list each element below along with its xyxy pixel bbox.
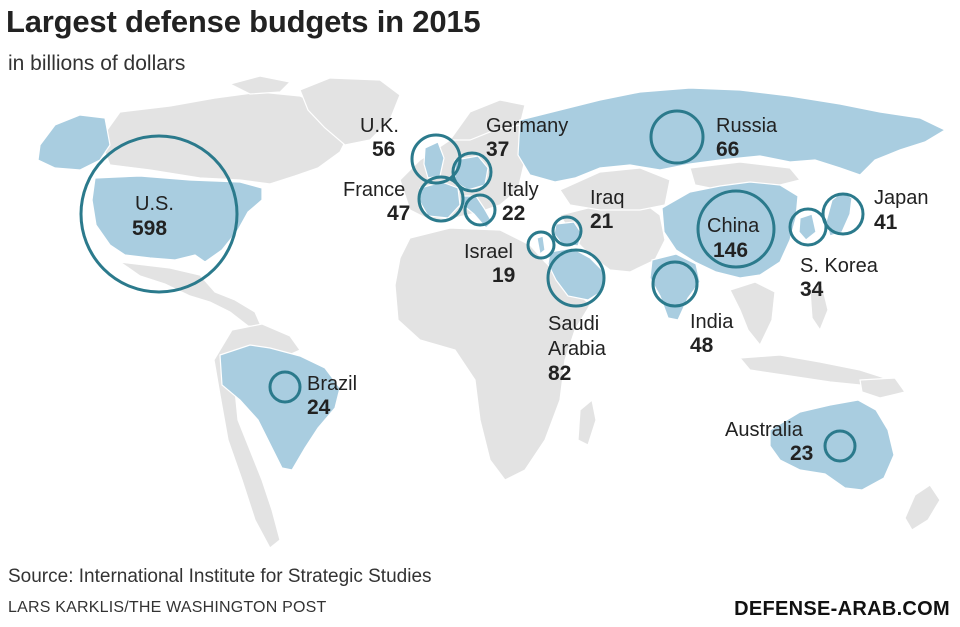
country-france bbox=[419, 181, 461, 219]
label-china-name: China bbox=[707, 215, 760, 237]
label-iraq-name: Iraq bbox=[590, 187, 624, 209]
budget-circles bbox=[79, 109, 865, 463]
label-iraq-value: 21 bbox=[590, 210, 614, 233]
label-germany-value: 37 bbox=[486, 138, 509, 161]
land-mexico bbox=[119, 261, 263, 329]
country-skorea bbox=[798, 213, 817, 241]
country-labels: U.S. 598 U.K. 56 Germany 37 Russia 66 Fr… bbox=[132, 115, 929, 465]
circle-israel bbox=[526, 230, 556, 260]
label-japan-value: 41 bbox=[874, 211, 898, 234]
country-us bbox=[91, 175, 263, 263]
circle-italy bbox=[463, 193, 497, 227]
label-brazil-value: 24 bbox=[307, 396, 331, 419]
land-canada bbox=[99, 91, 353, 185]
land-arctic-isles bbox=[228, 75, 292, 95]
label-us-value: 598 bbox=[132, 217, 167, 240]
country-brazil bbox=[219, 344, 341, 471]
circle-brazil bbox=[268, 370, 302, 404]
label-italy-value: 22 bbox=[502, 202, 525, 225]
label-japan-name: Japan bbox=[874, 187, 929, 209]
circle-skorea bbox=[788, 207, 828, 247]
label-china-value: 146 bbox=[713, 239, 748, 262]
land-madagascar bbox=[577, 398, 597, 446]
land-philippines bbox=[809, 284, 829, 332]
label-india-name: India bbox=[690, 311, 734, 333]
circle-russia bbox=[649, 109, 705, 165]
label-skorea-name: S. Korea bbox=[800, 255, 879, 277]
country-russia bbox=[517, 87, 947, 183]
label-australia-value: 23 bbox=[790, 442, 813, 465]
land-se-asia bbox=[729, 281, 776, 347]
land-greenland bbox=[299, 77, 401, 146]
label-saudi-value: 82 bbox=[548, 362, 571, 385]
label-skorea-value: 34 bbox=[800, 278, 824, 301]
circle-germany bbox=[451, 151, 493, 193]
circle-india bbox=[651, 260, 699, 308]
label-italy-name: Italy bbox=[502, 179, 539, 201]
label-israel-name: Israel bbox=[464, 241, 513, 263]
land-papua bbox=[859, 377, 907, 399]
label-russia-value: 66 bbox=[716, 138, 739, 161]
country-australia bbox=[769, 399, 895, 491]
country-saudi bbox=[547, 247, 605, 301]
circle-japan bbox=[821, 192, 865, 236]
label-saudi-name-line2: Arabia bbox=[548, 338, 607, 360]
label-india-value: 48 bbox=[690, 334, 714, 357]
label-france-name: France bbox=[343, 179, 405, 201]
circle-france bbox=[417, 175, 465, 223]
label-germany-name: Germany bbox=[486, 115, 568, 137]
label-saudi-name-line1: Saudi bbox=[548, 313, 599, 335]
country-alaska bbox=[37, 114, 111, 171]
label-uk-value: 56 bbox=[372, 138, 395, 161]
circle-iraq bbox=[551, 215, 583, 247]
label-us-name: U.S. bbox=[135, 193, 174, 215]
source-note: Source: International Institute for Stra… bbox=[8, 566, 432, 587]
label-russia-name: Russia bbox=[716, 115, 778, 137]
land-central-asia bbox=[559, 167, 671, 211]
land-scandinavia bbox=[448, 99, 526, 141]
credit-line: LARS KARKLIS/THE WASHINGTON POST bbox=[8, 599, 327, 616]
country-india bbox=[649, 253, 701, 321]
circle-australia bbox=[823, 429, 857, 463]
circle-us bbox=[79, 134, 239, 294]
label-france-value: 47 bbox=[387, 202, 410, 225]
land-africa bbox=[394, 227, 591, 481]
country-israel bbox=[536, 235, 546, 256]
circle-saudi bbox=[546, 248, 606, 308]
land-new-zealand bbox=[904, 484, 941, 531]
page-title: Largest defense budgets in 2015 bbox=[6, 4, 481, 39]
label-uk-name: U.K. bbox=[360, 115, 399, 137]
label-israel-value: 19 bbox=[492, 264, 515, 287]
circle-china bbox=[696, 189, 776, 269]
watermark-text: DEFENSE-ARAB.COM bbox=[734, 598, 950, 620]
highlighted-countries bbox=[37, 87, 947, 491]
label-brazil-name: Brazil bbox=[307, 373, 357, 395]
label-australia-name: Australia bbox=[725, 419, 804, 441]
land-base bbox=[99, 75, 941, 549]
page-subtitle: in billions of dollars bbox=[8, 52, 186, 75]
